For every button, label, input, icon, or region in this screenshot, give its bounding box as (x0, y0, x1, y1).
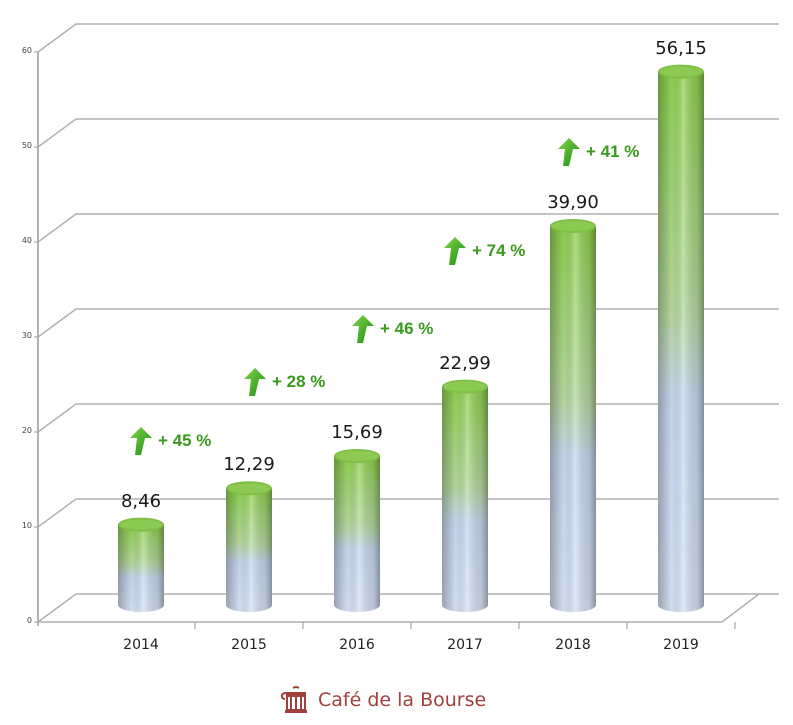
growth-annotation: + 45 % (128, 427, 211, 455)
brand-logo: Café de la Bourse (280, 686, 486, 714)
gridlines (34, 23, 779, 626)
bar-2016 (334, 448, 380, 612)
value-label: 15,69 (331, 421, 383, 443)
growth-percent: + 28 % (272, 372, 326, 391)
growth-percent: + 45 % (158, 431, 212, 450)
growth-annotation: + 28 % (242, 368, 325, 396)
brand-name: Café de la Bourse (318, 689, 487, 711)
x-tick-label: 2015 (231, 637, 267, 653)
y-tick-label: 10 (21, 521, 32, 530)
bars (118, 64, 704, 612)
bar-2018 (550, 218, 596, 612)
growth-annotation: + 41 % (556, 138, 639, 166)
up-arrow-icon (352, 315, 374, 343)
value-label: 8,46 (120, 490, 162, 512)
y-tick-label: 0 (26, 616, 32, 625)
y-tick-label: 50 (21, 141, 32, 150)
x-tick-label: 2017 (447, 637, 483, 653)
value-label: 12,29 (223, 454, 275, 476)
bar-2017 (442, 379, 488, 612)
y-tick-label: 20 (21, 426, 32, 435)
up-arrow-icon (558, 138, 580, 166)
up-arrow-icon (244, 368, 266, 396)
bar-2015 (226, 481, 272, 612)
value-label: 22,99 (439, 352, 491, 374)
growth-percent: + 41 % (586, 142, 640, 161)
y-tick-label: 60 (21, 46, 32, 55)
bar-2019 (658, 64, 704, 612)
x-tick-label: 2018 (555, 637, 591, 653)
growth-annotation: + 46 % (350, 315, 433, 343)
up-arrow-icon (130, 427, 152, 455)
value-label: 56,15 (655, 37, 707, 59)
up-arrow-icon (444, 237, 466, 265)
x-tick-label: 2016 (339, 637, 375, 653)
chart-floor (38, 593, 760, 629)
growth-percent: + 74 % (472, 241, 526, 260)
growth-annotation: + 74 % (442, 237, 525, 265)
x-tick-label: 2019 (663, 637, 699, 653)
growth-percent: + 46 % (380, 319, 434, 338)
x-tick-label: 2014 (123, 637, 159, 653)
cafe-logo-icon (280, 686, 307, 713)
y-tick-label: 30 (21, 331, 32, 340)
bar-2014 (118, 517, 164, 612)
value-label: 39,90 (547, 191, 599, 213)
y-tick-label: 40 (21, 236, 32, 245)
